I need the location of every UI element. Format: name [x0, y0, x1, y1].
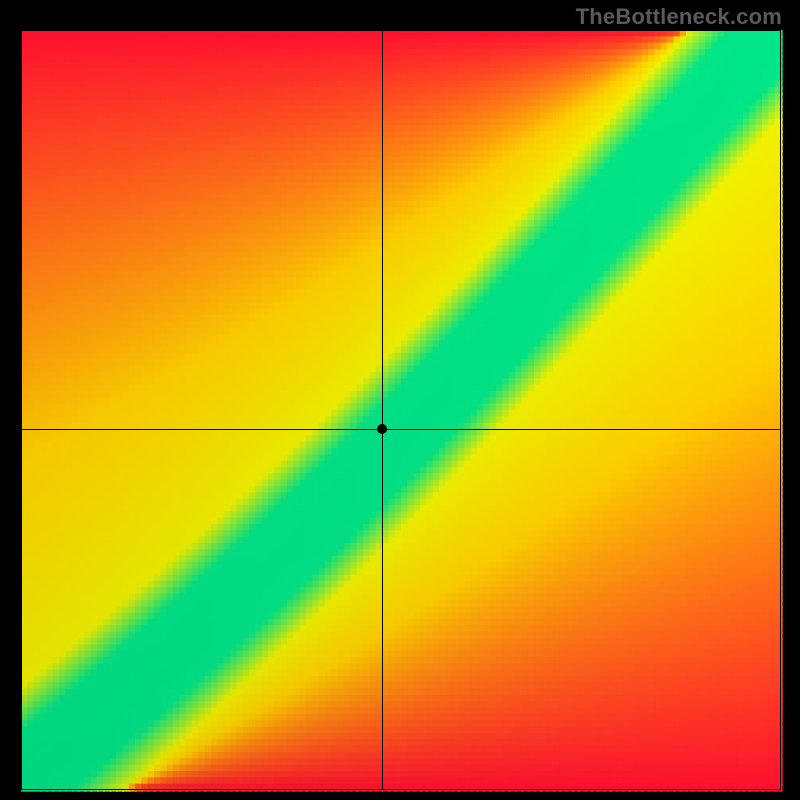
watermark-text: TheBottleneck.com — [576, 4, 782, 30]
bottleneck-heatmap-frame: { "watermark": { "text": "TheBottleneck.… — [0, 0, 800, 800]
bottleneck-heatmap-canvas — [0, 0, 800, 800]
